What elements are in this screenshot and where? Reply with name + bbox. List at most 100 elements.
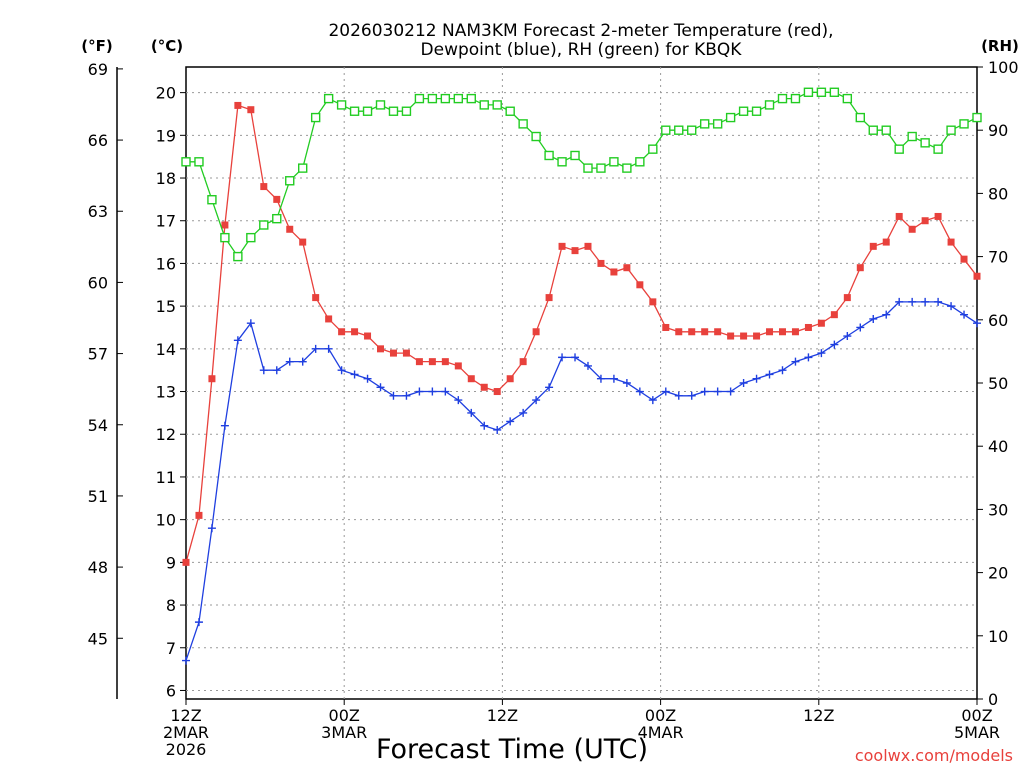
rh-point [388, 106, 399, 116]
rh-point [907, 131, 917, 142]
dewpoint-point [765, 370, 774, 379]
temperature-point [351, 328, 359, 336]
temperature-point [299, 238, 307, 246]
dewpoint-point [609, 374, 618, 383]
celsius-unit-label: (°C) [151, 37, 183, 55]
rh-point [751, 106, 762, 116]
rh-tick-label: 90 [988, 121, 1008, 140]
temperature-point [545, 294, 553, 302]
dewpoint-point [519, 408, 528, 417]
fahrenheit-tick-label: 51 [88, 487, 108, 506]
rh-tick-label: 60 [988, 311, 1008, 330]
temperature-point [467, 375, 475, 383]
x-tick-label: 3MAR [321, 723, 367, 742]
rh-point [362, 106, 373, 116]
temperature-point [727, 332, 735, 340]
rh-point [725, 112, 736, 123]
series-layer [181, 87, 982, 665]
credit-link[interactable]: coolwx.com/models [855, 746, 1013, 765]
dewpoint-point [480, 421, 489, 430]
temperature-point [584, 242, 592, 250]
rh-point [583, 163, 593, 173]
rh-point [298, 163, 308, 173]
temperature-point [947, 238, 955, 246]
dewpoint-point [713, 387, 722, 396]
x-tick-label: 12Z [170, 706, 201, 725]
rh-tick-label: 80 [988, 184, 1008, 203]
rh-point [181, 157, 191, 167]
temperature-point [364, 332, 372, 340]
x-tick-label: 12Z [487, 706, 518, 725]
dewpoint-point [895, 297, 904, 306]
celsius-tick-label: 8 [166, 596, 176, 615]
celsius-tick-label: 6 [166, 681, 176, 700]
fahrenheit-tick-label: 69 [88, 60, 108, 79]
temperature-point [908, 225, 916, 233]
rh-point [570, 150, 580, 161]
rh-series [181, 87, 982, 262]
chart-title-line-2: Dewpoint (blue), RH (green) for KBQK [421, 40, 743, 60]
dewpoint-series [182, 297, 981, 665]
temperature-point [817, 319, 825, 327]
rh-point [544, 150, 554, 161]
temperature-point [714, 328, 722, 336]
temperature-point [960, 255, 968, 263]
temperature-point [597, 259, 605, 267]
rh-point [492, 100, 502, 110]
temperature-point [921, 217, 929, 225]
dewpoint-point [311, 344, 320, 353]
temperature-point [506, 375, 514, 383]
rh-tick-label: 0 [988, 690, 998, 709]
fahrenheit-tick-label: 54 [88, 416, 108, 435]
x-tick-label: 00Z [329, 706, 360, 725]
temperature-point [804, 323, 812, 331]
rh-point [531, 131, 541, 142]
rh-point [674, 125, 684, 135]
temperature-point [493, 388, 501, 396]
rh-point [738, 106, 749, 116]
celsius-tick-label: 11 [156, 468, 176, 487]
dewpoint-point [182, 656, 190, 665]
rh-point [946, 125, 956, 135]
temperature-point [182, 558, 190, 566]
temperature-point [675, 328, 683, 336]
dewpoint-point [856, 323, 865, 332]
dewpoint-point [739, 379, 748, 387]
temperature-point [286, 225, 294, 233]
dewpoint-point [843, 332, 852, 341]
temperature-point [869, 242, 877, 250]
temperature-point [830, 311, 838, 319]
rh-point [349, 106, 360, 116]
celsius-tick-label: 14 [156, 340, 176, 359]
rh-point [323, 93, 334, 104]
temperature-point [325, 315, 333, 323]
temperature-point [895, 212, 903, 220]
rh-point [375, 100, 386, 110]
fahrenheit-tick-label: 45 [88, 629, 108, 648]
dewpoint-point [869, 314, 878, 323]
temperature-point [428, 358, 436, 366]
celsius-tick-label: 15 [156, 297, 176, 316]
dewpoint-point [558, 353, 567, 362]
dewpoint-point [454, 396, 463, 405]
rh-unit-label: (RH) [981, 37, 1019, 55]
dewpoint-point [778, 366, 787, 375]
celsius-tick-label: 7 [166, 639, 176, 658]
temperature-point [558, 242, 566, 250]
dewpoint-point [220, 421, 229, 430]
fahrenheit-tick-label: 63 [88, 202, 108, 221]
dewpoint-point [337, 366, 346, 375]
temperature-point [778, 328, 786, 336]
rh-point [220, 232, 230, 243]
dewpoint-point [194, 618, 203, 627]
rh-tick-label: 30 [988, 500, 1008, 519]
rh-point [790, 93, 801, 104]
rh-point [868, 125, 878, 135]
dewpoint-point [583, 361, 592, 370]
rh-point [842, 93, 853, 104]
celsius-tick-label: 9 [166, 553, 176, 572]
rh-point [959, 119, 969, 129]
dewpoint-point [259, 366, 268, 375]
